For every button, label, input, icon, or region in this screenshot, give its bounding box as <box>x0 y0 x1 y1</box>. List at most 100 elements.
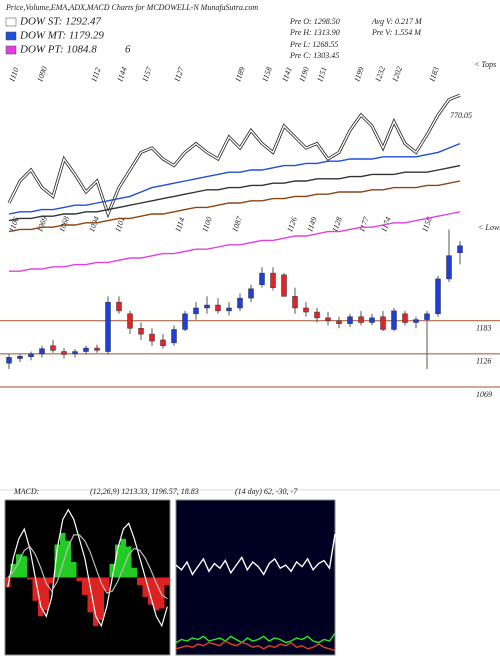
histogram-bar <box>126 546 132 578</box>
candle-body <box>204 304 210 309</box>
legend-swatch <box>5 45 17 55</box>
histogram-bar <box>71 562 77 578</box>
legend-swatch <box>5 31 17 41</box>
panel-subtitle: (14 day) 62, -30, -7 <box>235 487 298 496</box>
stat: Pre L: 1268.55 <box>289 40 338 49</box>
lows-label: < Lows <box>478 223 500 232</box>
legend-label: DOW ST: 1292.47 <box>19 16 101 28</box>
top-label: 1190 <box>297 66 311 84</box>
stat: Pre V: 1.554 M <box>371 28 422 37</box>
level-label: 1069 <box>476 390 492 399</box>
histogram-bar <box>142 577 148 597</box>
line <box>8 164 461 222</box>
bottom-label: 1149 <box>305 216 319 234</box>
candle-body <box>303 307 309 313</box>
top-label: 1157 <box>140 65 154 84</box>
candle-body <box>138 328 144 335</box>
candle-body <box>402 313 408 323</box>
line <box>175 632 336 644</box>
histogram-bar <box>115 544 121 578</box>
candle-body <box>61 351 67 355</box>
legend-label: DOW MT: 1179.29 <box>19 30 104 42</box>
annotation: 770.05 <box>450 111 472 120</box>
histogram-bar <box>137 577 143 586</box>
candle-body <box>237 297 243 309</box>
candle-body <box>94 347 100 351</box>
top-label: 1110 <box>7 66 21 83</box>
candle-body <box>413 319 419 323</box>
macd-line <box>7 534 168 600</box>
candle-body <box>292 296 298 309</box>
histogram-bar <box>65 540 71 578</box>
candle-body <box>6 357 12 364</box>
candle-body <box>182 313 188 330</box>
histogram-bar <box>87 577 93 613</box>
line <box>8 142 461 215</box>
candle-body <box>17 355 23 359</box>
bottom-label: 1094 <box>87 215 101 233</box>
candle-body <box>171 329 177 344</box>
histogram-bar <box>49 577 55 584</box>
candle-body <box>358 316 364 323</box>
histogram-bar <box>131 567 137 578</box>
histogram-bar <box>60 532 66 578</box>
histogram-bar <box>32 577 38 601</box>
top-label: 1158 <box>260 66 274 84</box>
line <box>175 640 336 652</box>
legend-label: DOW PT: 1084.8 <box>19 44 97 56</box>
bottom-label: 1126 <box>285 216 299 234</box>
candle-body <box>127 313 133 329</box>
bottom-label: 1069 <box>35 215 49 233</box>
candle-body <box>259 272 265 285</box>
top-label: 1183 <box>427 66 441 84</box>
candle-body <box>446 255 452 280</box>
page-title: Price,Volume,EMA,ADX,MACD Charts for MCD… <box>5 3 258 12</box>
legend-note: 6 <box>125 44 131 56</box>
top-label: 1189 <box>233 66 247 84</box>
candle-body <box>72 351 78 355</box>
candle-body <box>215 304 221 312</box>
histogram-bar <box>120 538 126 578</box>
candle-body <box>424 313 430 320</box>
bottom-label: 1114 <box>173 216 187 233</box>
histogram-bar <box>109 563 115 578</box>
candle-body <box>369 317 375 323</box>
stat: Avg V: 0.217 M <box>371 17 423 26</box>
panel-title: MACD: <box>13 487 40 496</box>
top-label: 1199 <box>352 66 366 84</box>
top-label: 1232 <box>373 65 387 83</box>
top-label: 1112 <box>89 66 103 83</box>
candle-body <box>270 272 276 288</box>
candle-body <box>336 320 342 324</box>
candle-body <box>248 288 254 299</box>
top-label: 1151 <box>315 66 329 84</box>
candle-body <box>226 307 232 312</box>
line <box>8 94 461 216</box>
candle-body <box>281 274 287 297</box>
candle-body <box>435 278 441 315</box>
bottom-label: 1177 <box>357 215 371 234</box>
histogram-bar <box>5 577 11 588</box>
histogram-bar <box>164 577 170 586</box>
candle-body <box>50 345 56 351</box>
level-label: 1183 <box>476 324 491 333</box>
candle-body <box>347 316 353 324</box>
candle-body <box>28 353 34 358</box>
histogram-bar <box>54 544 60 578</box>
candle-body <box>380 316 386 330</box>
histogram-bar <box>43 577 49 611</box>
histogram-bar <box>82 577 88 595</box>
histogram-bar <box>27 577 33 580</box>
line <box>175 533 336 576</box>
line-outline <box>7 93 461 219</box>
histogram-bar <box>104 577 110 592</box>
candle-body <box>193 307 199 315</box>
top-label: 1127 <box>172 65 186 84</box>
histogram-bar <box>16 554 22 578</box>
tops-label: < Tops <box>474 60 496 69</box>
candle-body <box>325 317 331 322</box>
panel-bg <box>175 499 336 656</box>
top-label: 1144 <box>115 66 129 84</box>
candle-body <box>83 347 89 352</box>
